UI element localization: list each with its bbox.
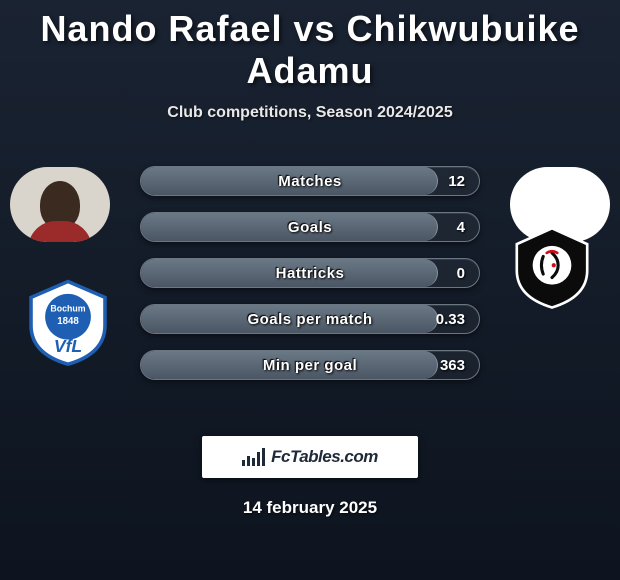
stat-label: Goals per match — [141, 305, 479, 333]
stat-label: Hattricks — [141, 259, 479, 287]
stat-label: Goals — [141, 213, 479, 241]
fctables-logo: FcTables.com — [202, 436, 418, 478]
left-club-badge: Bochum 1848 VfL — [18, 277, 118, 367]
stat-value: 0 — [457, 259, 465, 287]
bochum-badge-icon: Bochum 1848 VfL — [24, 278, 112, 366]
stat-row-goals-per-match: Goals per match 0.33 — [140, 304, 480, 334]
stat-value: 363 — [440, 351, 465, 379]
left-player-avatar — [10, 167, 110, 242]
stat-value: 12 — [448, 167, 465, 195]
stat-row-goals: Goals 4 — [140, 212, 480, 242]
bar-chart-icon — [242, 448, 265, 466]
stat-value: 4 — [457, 213, 465, 241]
page-title: Nando Rafael vs Chikwubuike Adamu — [0, 0, 620, 92]
player-silhouette-icon — [40, 181, 80, 229]
stat-label: Min per goal — [141, 351, 479, 379]
stat-label: Matches — [141, 167, 479, 195]
subtitle: Club competitions, Season 2024/2025 — [0, 104, 620, 122]
comparison-content: Bochum 1848 VfL Matches 12 Goals 4 Hattr… — [0, 152, 620, 412]
logo-text: FcTables.com — [271, 447, 378, 467]
freiburg-badge-icon — [508, 223, 596, 311]
stat-row-hattricks: Hattricks 0 — [140, 258, 480, 288]
stats-bars: Matches 12 Goals 4 Hattricks 0 Goals per… — [140, 166, 480, 396]
stat-row-matches: Matches 12 — [140, 166, 480, 196]
stat-value: 0.33 — [436, 305, 465, 333]
right-club-badge — [502, 222, 602, 312]
svg-text:Bochum: Bochum — [50, 303, 85, 313]
snapshot-date: 14 february 2025 — [0, 498, 620, 518]
svg-text:1848: 1848 — [57, 316, 79, 327]
stat-row-min-per-goal: Min per goal 363 — [140, 350, 480, 380]
svg-text:VfL: VfL — [54, 336, 82, 356]
